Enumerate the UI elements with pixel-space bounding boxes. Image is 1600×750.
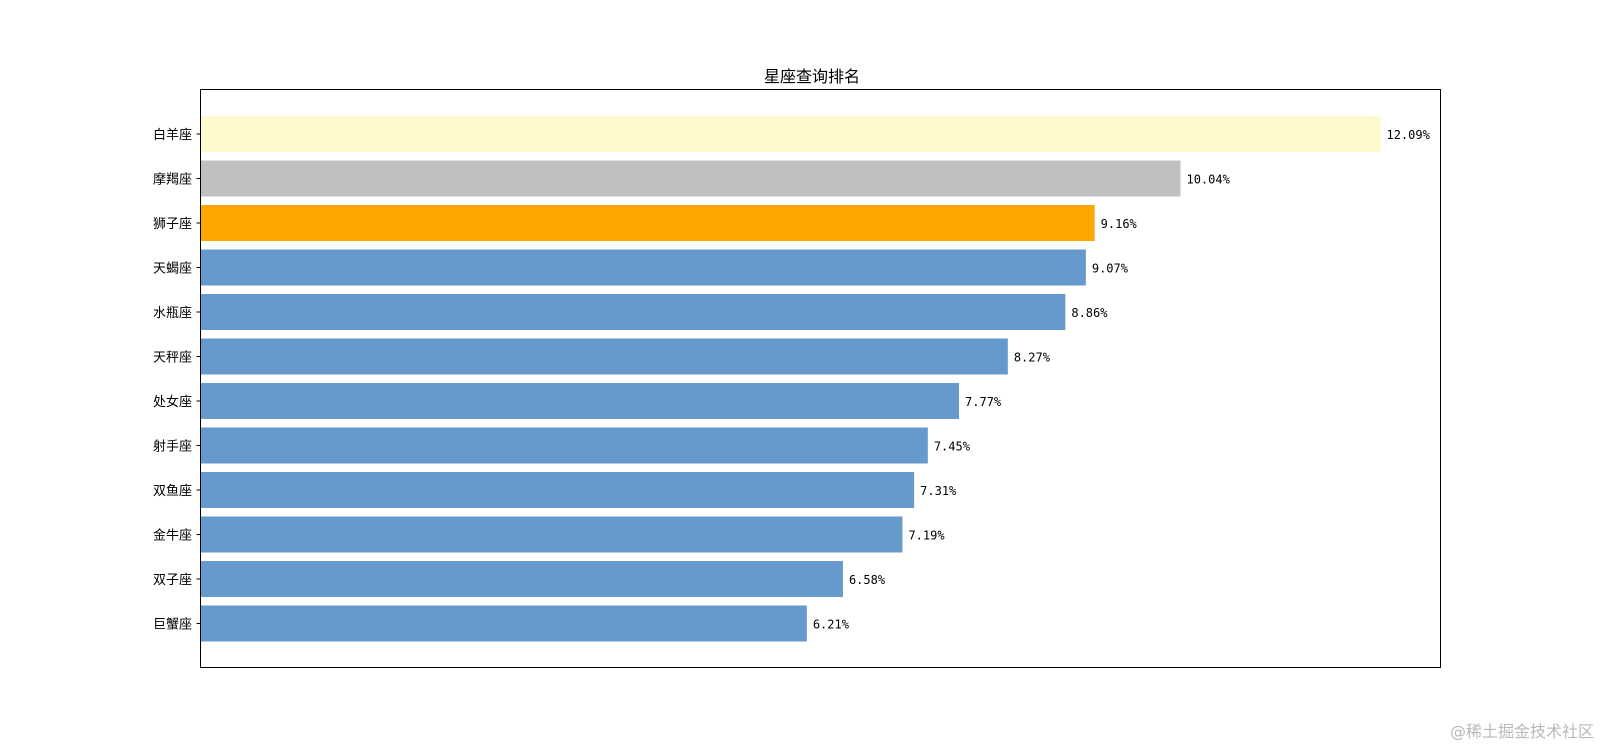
value-label: 7.19% [908, 529, 945, 543]
y-tick-label: 金牛座 [153, 528, 192, 544]
bar [201, 427, 928, 464]
value-label: 10.04% [1186, 173, 1230, 187]
chart-title: 星座查询排名 [764, 67, 860, 86]
bar [201, 338, 1008, 375]
y-tick-label: 天蝎座 [153, 262, 192, 277]
bar [201, 160, 1181, 197]
bar [201, 605, 807, 642]
bar [201, 516, 903, 553]
y-tick-label: 射手座 [153, 439, 192, 455]
y-tick-label: 天秤座 [153, 351, 192, 366]
y-tick-label: 摩羯座 [153, 172, 192, 188]
value-label: 7.77% [965, 395, 1002, 409]
value-label: 9.07% [1092, 262, 1129, 276]
value-label: 12.09% [1386, 128, 1430, 142]
bars-group [201, 116, 1381, 642]
value-label: 8.27% [1014, 351, 1051, 365]
plot-frame [200, 89, 1441, 668]
y-tick-label: 处女座 [153, 394, 192, 410]
bar [201, 472, 915, 508]
y-tick-label: 双鱼座 [153, 483, 192, 499]
value-label: 7.31% [920, 484, 957, 498]
bar [201, 294, 1066, 330]
value-label: 9.16% [1101, 217, 1138, 231]
bar [201, 205, 1095, 241]
value-label: 7.45% [934, 440, 971, 454]
bar [201, 249, 1086, 286]
bar [201, 383, 960, 419]
value-labels-group: 12.09% 10.04% 9.16% 9.07% 8.86% 8.27% 7.77% 7.4… [813, 128, 1431, 632]
value-label: 6.58% [849, 573, 886, 587]
y-tick-label: 水瓶座 [153, 306, 192, 321]
bar [201, 116, 1381, 152]
y-tick-label: 狮子座 [153, 217, 192, 232]
y-tick-label: 双子座 [153, 573, 192, 588]
value-label: 8.86% [1071, 306, 1108, 320]
y-tick-label: 白羊座 [153, 127, 192, 143]
y-tick-label: 巨蟹座 [153, 618, 192, 633]
bar [201, 561, 843, 597]
value-label: 6.21% [813, 618, 850, 632]
watermark: @稀土掘金技术社区 [1449, 722, 1594, 741]
